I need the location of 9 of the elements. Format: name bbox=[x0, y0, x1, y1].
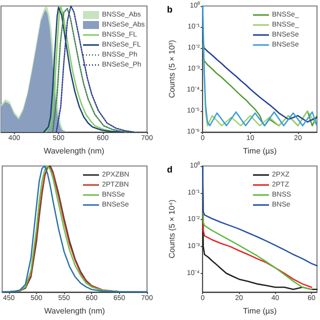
x-axis-title: Time (µs) bbox=[243, 146, 278, 156]
y-axis-title: Counts (5 × 10⁴) bbox=[168, 199, 176, 258]
chart-title: d bbox=[167, 164, 172, 174]
line-series bbox=[202, 165, 318, 266]
x-axis-title: Wavelength (nm) bbox=[44, 306, 106, 316]
x-axis-title: Wavelength (nm) bbox=[44, 146, 105, 156]
y-axis-title: Counts (5 × 10³) bbox=[168, 40, 176, 98]
chart-title: b bbox=[167, 4, 173, 14]
x-axis-title: Time (µs) bbox=[243, 306, 278, 316]
